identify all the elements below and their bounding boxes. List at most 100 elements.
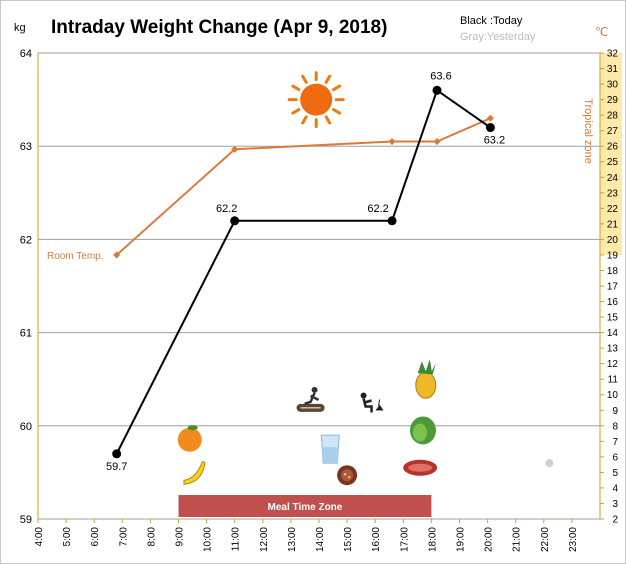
y-right-tick-label: 30 [607, 80, 619, 91]
weight-data-label: 63.2 [484, 135, 505, 147]
y-right-tick-label: 4 [612, 483, 618, 494]
temperature-point [231, 145, 239, 153]
y-right-tick-label: 6 [612, 452, 618, 463]
y-left-tick-label: 62 [20, 234, 32, 246]
weight-point [387, 216, 397, 226]
legend-yesterday: Gray:Yesterday [460, 31, 536, 43]
meal-time-zone-label: Meal Time Zone [268, 502, 343, 513]
y-left-tick-label: 59 [20, 514, 32, 526]
x-tick-label: 19:00 [456, 527, 467, 552]
y-right-tick-label: 3 [612, 499, 618, 510]
x-tick-label: 11:00 [231, 527, 242, 552]
orange-icon [177, 425, 202, 452]
pineapple-icon [415, 359, 437, 399]
weight-point [485, 123, 495, 133]
y-right-tick-label: 5 [612, 468, 618, 479]
y-right-tick-label: 8 [612, 421, 618, 432]
y-right-tick-label: 15 [607, 313, 619, 324]
y-right-tick-label: 21 [607, 219, 619, 230]
y-right-tick-label: 31 [607, 64, 619, 75]
weight-line [115, 88, 491, 455]
weight-data-label: 62.2 [367, 203, 388, 215]
x-tick-label: 18:00 [427, 527, 438, 552]
weight-series: 59.7 62.2 62.2 63.6 63.2 [106, 70, 505, 472]
y-right-tick-label: 28 [607, 111, 619, 122]
gridlines [38, 52, 600, 427]
y-right-tick-label: 10 [607, 390, 619, 401]
sun-icon [287, 71, 345, 129]
x-tick-label: 14:00 [315, 527, 326, 552]
y-right-tick-label: 32 [607, 49, 619, 60]
y-left-tick-label: 60 [20, 421, 32, 433]
x-tick-label: 23:00 [568, 527, 579, 552]
x-tick-label: 12:00 [259, 527, 270, 552]
y-left-unit: kg [14, 22, 26, 34]
left-axis-ticks: 59 60 61 62 63 64 [20, 48, 32, 526]
x-tick-label: 8:00 [146, 527, 157, 547]
y-right-tick-label: 19 [607, 250, 619, 261]
y-right-tick-label: 23 [607, 188, 619, 199]
y-right-tick-label: 25 [607, 157, 619, 168]
right-axis-ticks: 2345678910111213141516171819202122232425… [600, 49, 618, 526]
x-tick-label: 21:00 [512, 527, 523, 552]
y-right-tick-label: 9 [612, 406, 618, 417]
y-right-tick-label: 20 [607, 235, 619, 246]
weight-data-label: 62.2 [216, 203, 237, 215]
x-tick-label: 6:00 [90, 527, 101, 547]
temperature-point [486, 114, 494, 122]
y-right-unit: ℃ [595, 25, 608, 39]
y-right-tick-label: 13 [607, 344, 619, 355]
y-right-tick-label: 22 [607, 204, 619, 215]
y-right-tick-label: 24 [607, 173, 619, 184]
x-tick-label: 20:00 [484, 527, 495, 552]
x-axis-ticks: 4:00 5:00 6:00 7:00 8:00 9:00 10:00 11:00 12:00 1… [34, 519, 579, 552]
garden-work-icon [360, 392, 384, 413]
legend-today: Black :Today [460, 15, 523, 27]
temperature-line [116, 117, 491, 256]
x-tick-label: 16:00 [371, 527, 382, 552]
y-right-tick-label: 14 [607, 328, 619, 339]
tropical-zone-band [600, 53, 622, 255]
chart-title: Intraday Weight Change (Apr 9, 2018) [51, 17, 387, 38]
y-right-tick-label: 29 [607, 95, 619, 106]
temperature-point [433, 138, 441, 146]
y-left-tick-label: 63 [20, 141, 32, 153]
x-tick-label: 22:00 [540, 527, 551, 552]
water-glass-icon [320, 434, 340, 464]
x-tick-label: 15:00 [343, 527, 354, 552]
x-tick-label: 4:00 [34, 527, 45, 547]
exercise-roller-icon [296, 386, 325, 412]
x-tick-label: 5:00 [62, 527, 73, 547]
y-right-tick-label: 17 [607, 282, 619, 293]
y-right-tick-label: 7 [612, 437, 618, 448]
steak-icon [403, 459, 438, 476]
weight-point [112, 449, 122, 459]
y-right-tick-label: 12 [607, 359, 619, 370]
weight-point [230, 216, 240, 226]
tropical-zone-label: Tropical zone [582, 98, 594, 164]
x-tick-label: 9:00 [175, 527, 186, 547]
y-right-tick-label: 16 [607, 297, 619, 308]
temperature-series [113, 114, 494, 259]
yesterday-marker [545, 459, 554, 468]
x-tick-label: 7:00 [118, 527, 129, 547]
y-left-tick-label: 64 [20, 48, 32, 60]
meal-time-zone-bar [178, 495, 432, 517]
room-temp-label: Room Temp. [47, 251, 104, 262]
y-right-tick-label: 18 [607, 266, 619, 277]
x-tick-label: 10:00 [203, 527, 214, 552]
weight-data-label: 63.6 [430, 70, 451, 82]
banana-icon [183, 461, 206, 485]
x-tick-label: 17:00 [399, 527, 410, 552]
y-right-tick-label: 26 [607, 142, 619, 153]
weight-point [432, 85, 442, 95]
y-right-tick-label: 2 [612, 515, 618, 526]
y-right-tick-label: 11 [608, 375, 619, 386]
y-left-tick-label: 61 [20, 328, 32, 340]
weight-data-label: 59.7 [106, 461, 127, 473]
lettuce-icon [409, 416, 436, 445]
y-right-tick-label: 27 [607, 126, 619, 137]
sausage-icon [337, 465, 358, 486]
